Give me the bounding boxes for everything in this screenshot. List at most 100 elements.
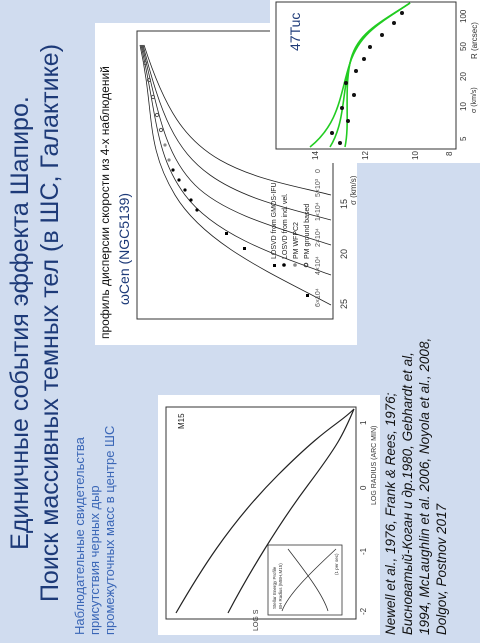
data-point <box>400 11 404 15</box>
data-point <box>150 94 156 100</box>
model-curve <box>143 44 332 196</box>
data-point <box>225 232 228 235</box>
omega-cen-name: ωCen (NGC5139) <box>116 193 132 305</box>
tuc47-plot: 47Tuc 5 10 <box>275 1 479 160</box>
model-label: 0 <box>315 169 322 173</box>
omega-cen-axes <box>136 30 334 320</box>
model-curve <box>142 44 332 221</box>
data-point <box>158 127 164 133</box>
inset-label: BH Radius (MBH,M15) <box>278 563 283 609</box>
model-curve <box>329 2 411 148</box>
tuc47-axes <box>275 1 457 150</box>
model-curve <box>141 44 332 246</box>
m15-xlabel: LOG RADIUS (ARC MIN) <box>371 426 378 505</box>
ytick: 25 <box>339 299 349 309</box>
xtick: -2 <box>359 607 368 615</box>
ytick: 8 <box>445 151 454 156</box>
legend-entry: LOSVD from GMOS-IFU <box>271 182 278 259</box>
legend-entry: PM WFPC2 <box>293 222 300 259</box>
model-label: 1×10⁴ <box>315 202 322 221</box>
xtick: 50 <box>459 42 468 51</box>
data-point <box>189 198 193 202</box>
inset-label: (1 per sec) <box>334 553 339 575</box>
omega-cen-panel: профиль дисперсии скорости из 4-х наблюд… <box>95 23 358 345</box>
tuc47-panel: 47Tuc 5 10 <box>270 0 480 163</box>
tuc47-xticks: 5 10 20 50 100 <box>459 9 468 141</box>
data-point <box>392 21 396 25</box>
data-point <box>195 208 199 212</box>
m15-axes <box>165 406 357 620</box>
tuc47-yticks: 14 12 10 8 <box>311 151 454 160</box>
data-point <box>142 60 148 66</box>
model-curve <box>139 44 332 306</box>
m15-plot: M15 Stellar Energy Profile BH Radius (MB… <box>165 406 378 631</box>
model-label: 2×10⁴ <box>315 228 322 247</box>
slide-title-line1: Единичные события эффекта Шапиро. <box>6 96 34 550</box>
inset-label: Stellar Energy Profile <box>272 566 277 609</box>
data-point <box>354 69 358 73</box>
ytick: 14 <box>311 151 320 160</box>
model-label: 5×10³ <box>315 178 322 197</box>
data-point <box>177 178 181 182</box>
m15-inset-labels: Stellar Energy Profile BH Radius (MBH,M1… <box>272 553 339 609</box>
data-point <box>338 141 342 145</box>
xtick: -1 <box>359 547 368 555</box>
tuc47-xlabel: R (arcsec) <box>470 22 479 59</box>
references-text: Newell et al., 1976, Frank & Rees, 1976;… <box>383 337 449 635</box>
legend-marker <box>303 262 309 268</box>
xtick: 5 <box>459 136 468 141</box>
omega-cen-data-points <box>142 60 309 297</box>
data-point <box>330 131 334 135</box>
m15-panel: M15 Stellar Energy Profile BH Radius (MB… <box>158 395 380 635</box>
legend-marker <box>282 263 286 267</box>
legend-entry: LOSVD from ind. vel. <box>282 193 289 259</box>
slide-title-line2: Поиск массивных темных тел (в ШС, Галакт… <box>36 43 64 603</box>
omega-cen-plot: профиль дисперсии скорости из 4-х наблюд… <box>98 30 358 339</box>
tuc47-name: 47Tuc <box>287 13 303 51</box>
m15-xticks: -2 -1 0 1 <box>359 420 368 615</box>
omega-cen-header: профиль дисперсии скорости из 4-х наблюд… <box>98 66 112 339</box>
model-curve <box>344 2 411 148</box>
xtick: 10 <box>459 102 468 111</box>
m15-inset <box>267 544 343 616</box>
omega-cen-legend: LOSVD from GMOS-IFU LOSVD from ind. vel.… <box>271 182 311 268</box>
model-curve <box>140 44 332 276</box>
legend-marker <box>293 263 297 267</box>
data-point <box>346 119 350 123</box>
data-point <box>146 77 152 83</box>
data-point <box>183 188 187 192</box>
xtick: 100 <box>459 9 468 23</box>
legend-marker <box>273 264 276 267</box>
data-point <box>167 158 171 162</box>
m15-profile-upper <box>175 408 355 614</box>
omega-cen-model-labels: 6×10⁴ 4×10⁴ 2×10⁴ 1×10⁴ 5×10³ 0 <box>315 169 322 307</box>
ytick: 10 <box>411 151 420 160</box>
m15-ylabel: LOG S <box>253 609 260 631</box>
data-point <box>171 168 175 172</box>
data-point <box>154 112 160 118</box>
data-point <box>380 33 384 37</box>
omega-cen-ylabel: σ (km/s) <box>349 175 357 205</box>
xtick: 0 <box>359 485 368 490</box>
m15-name: M15 <box>177 413 186 429</box>
xtick: 20 <box>459 72 468 81</box>
ytick: 12 <box>361 151 370 160</box>
xtick: 1 <box>359 420 368 425</box>
data-point <box>362 57 366 61</box>
tuc47-ylabel: σ (km/s) <box>471 87 478 113</box>
ytick: 15 <box>339 199 349 209</box>
data-point <box>306 294 309 297</box>
observation-note: Наблюдательные свидетельства присутствия… <box>72 425 117 635</box>
omega-cen-model-curves <box>139 44 332 306</box>
data-point <box>340 106 344 110</box>
tuc47-model-curves <box>309 2 411 148</box>
model-label: 4×10⁴ <box>315 256 322 275</box>
tuc47-data-points <box>330 11 404 145</box>
data-point <box>243 247 246 250</box>
model-label: 6×10⁴ <box>315 288 322 307</box>
legend-entry: PM ground based <box>304 204 311 259</box>
m15-inset-curve <box>287 548 329 612</box>
m15-inset-curve <box>281 548 337 612</box>
ytick: 20 <box>339 249 349 259</box>
